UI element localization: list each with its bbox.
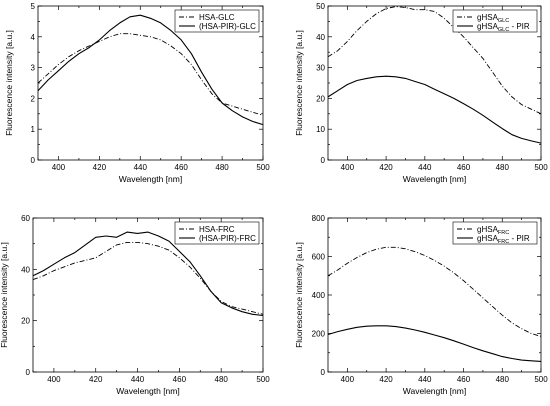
x-tick-label: 440 <box>418 163 432 172</box>
x-axis-title: Wavelength [nm] <box>116 386 179 396</box>
y-tick-label: 10 <box>316 125 325 134</box>
legend-entry: (HSA-PIR)-GLC <box>199 22 256 31</box>
legend-entry: gHSAFRC - PIR <box>477 234 530 245</box>
y-tick-label: 600 <box>312 253 326 262</box>
y-tick-label: 2 <box>31 94 36 103</box>
series-line-2 <box>37 14 264 126</box>
legend-box <box>174 221 260 245</box>
legend: HSA-GLC(HSA-PIR)-GLC <box>174 9 260 33</box>
x-tick-label: 500 <box>256 163 270 172</box>
y-axis-title: Fluorescence intensity [a.u.] <box>0 242 9 348</box>
y-tick-label: 3 <box>31 64 36 73</box>
x-tick-label: 460 <box>173 375 187 384</box>
y-tick-label: 20 <box>316 94 325 103</box>
x-tick-label: 480 <box>496 163 510 172</box>
y-tick-label: 50 <box>316 2 325 11</box>
y-tick-label: 20 <box>21 317 30 326</box>
y-tick-label: 800 <box>312 214 326 223</box>
x-tick-label: 480 <box>496 375 510 384</box>
legend-box <box>452 9 538 33</box>
x-tick-label: 400 <box>341 163 355 172</box>
y-tick-label: 0 <box>321 156 326 165</box>
x-tick-label: 440 <box>418 375 432 384</box>
x-tick-label: 420 <box>379 375 393 384</box>
y-tick-label: 1 <box>31 125 36 134</box>
x-tick-label: 400 <box>47 375 61 384</box>
legend: HSA-FRC(HSA-PIR)-FRC <box>174 221 260 245</box>
series-line-1 <box>32 241 264 315</box>
y-tick-label: 400 <box>312 291 326 300</box>
x-axis-title: Wavelength [nm] <box>403 174 466 184</box>
y-tick-label: 0 <box>31 156 36 165</box>
legend-entry: gHSAFRC <box>477 225 509 236</box>
x-tick-label: 440 <box>131 375 145 384</box>
y-tick-label: 30 <box>316 64 325 73</box>
y-tick-label: 0 <box>321 368 326 377</box>
x-tick-label: 460 <box>175 163 189 172</box>
y-axis-title: Fluorescence intensity [a.u.] <box>294 30 304 136</box>
y-tick-label: 40 <box>316 33 325 42</box>
y-tick-label: 4 <box>31 33 36 42</box>
series-line-2 <box>327 325 542 362</box>
legend-entry: HSA-FRC <box>199 225 235 234</box>
x-tick-label: 420 <box>93 163 107 172</box>
series-line-1 <box>327 6 542 115</box>
series-line-2 <box>327 75 542 144</box>
x-tick-label: 480 <box>215 375 229 384</box>
series-line-1 <box>327 246 542 337</box>
x-tick-label: 400 <box>341 375 355 384</box>
y-tick-label: 60 <box>21 214 30 223</box>
y-tick-label: 200 <box>312 330 326 339</box>
chart-panel-4: 400 420 440 460 480 500 0 200 400 600 800 Wavelengt… <box>294 214 548 396</box>
x-tick-label: 400 <box>52 163 66 172</box>
chart-panel-3: 400 420 440 460 480 500 0 20 40 60 Wavelength [nm]… <box>0 214 270 396</box>
series-line-2 <box>32 231 264 317</box>
y-tick-label: 40 <box>21 265 30 274</box>
legend-entry: HSA-GLC <box>199 13 235 22</box>
chart-panel-1: 400 420 440 460 480 500 0 1 2 3 4 5 Wavelength [nm] F… <box>4 2 270 184</box>
x-tick-label: 420 <box>89 375 103 384</box>
x-tick-label: 500 <box>256 375 270 384</box>
series-line-1 <box>37 33 264 116</box>
legend-box <box>174 9 260 33</box>
x-tick-label: 500 <box>534 375 548 384</box>
legend-entry: (HSA-PIR)-FRC <box>199 234 256 243</box>
x-axis-title: Wavelength [nm] <box>119 174 182 184</box>
legend-box <box>452 221 538 245</box>
legend-entry: gHSAGLC <box>477 13 509 24</box>
x-tick-label: 500 <box>534 163 548 172</box>
chart-panel-2: 400 420 440 460 480 500 0 10 20 30 40 50 Wavelength … <box>294 2 548 184</box>
y-tick-label: 5 <box>31 2 36 11</box>
x-tick-label: 460 <box>457 375 471 384</box>
x-axis-title: Wavelength [nm] <box>403 386 466 396</box>
x-tick-label: 480 <box>215 163 229 172</box>
y-tick-label: 0 <box>26 368 31 377</box>
legend-entry: gHSAGLC - PIR <box>477 22 530 33</box>
y-axis-title: Fluorescence intensity [a.u.] <box>294 242 304 348</box>
x-tick-label: 440 <box>134 163 148 172</box>
x-tick-label: 420 <box>379 163 393 172</box>
x-tick-label: 460 <box>457 163 471 172</box>
y-axis-title: Fluorescence intensity [a.u.] <box>4 30 14 136</box>
